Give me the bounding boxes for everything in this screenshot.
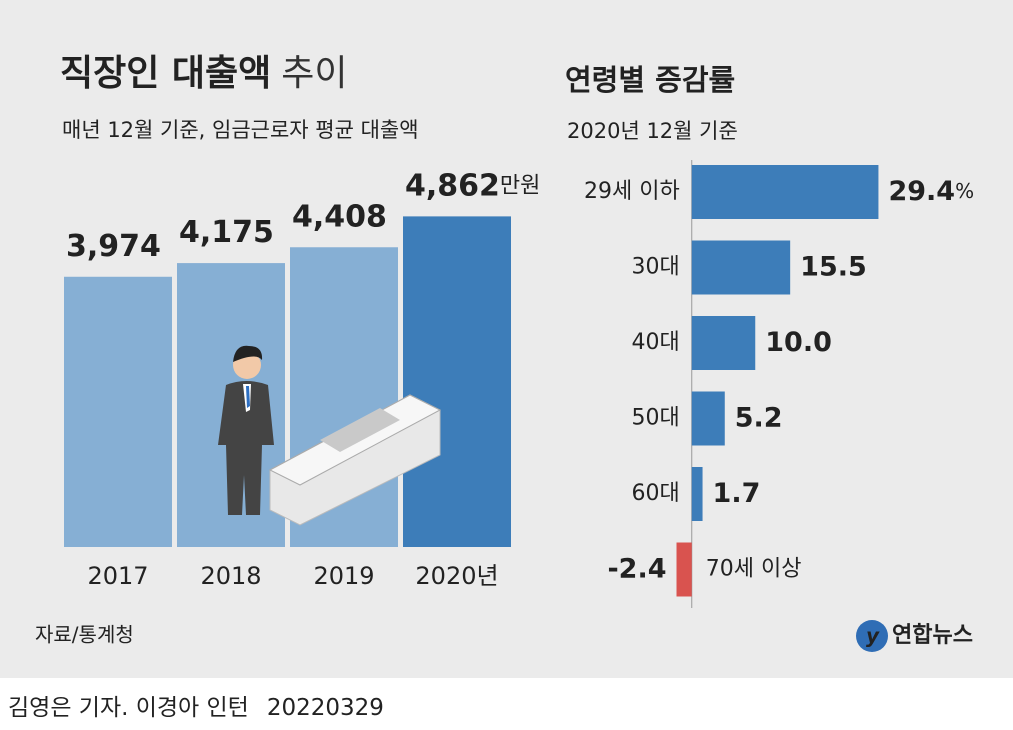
value-label: -2.4 bbox=[607, 553, 666, 584]
value-label-number: 29.4 bbox=[888, 176, 955, 207]
chart-subtitle: 2020년 12월 기준 bbox=[567, 119, 738, 143]
y-tick-label: 40대 bbox=[632, 330, 680, 355]
value-label: 4,175 bbox=[179, 215, 274, 250]
title-main: 직장인 대출액 bbox=[60, 53, 271, 94]
bar bbox=[64, 276, 172, 547]
person-body bbox=[218, 381, 274, 515]
value-label-number: -2.4 bbox=[607, 553, 666, 584]
bar bbox=[691, 391, 725, 446]
chart-title: 연령별 증감률 bbox=[565, 63, 735, 97]
value-label-number: 15.5 bbox=[800, 251, 867, 282]
chart-title: 직장인 대출액 추이 bbox=[60, 53, 348, 94]
logo: y 연합뉴스 bbox=[856, 620, 973, 652]
x-tick-label: 2020년 bbox=[415, 562, 498, 590]
credit-name: 김영은 기자. 이경아 인턴 bbox=[8, 695, 249, 721]
value-label-number: 10.0 bbox=[765, 327, 832, 358]
value-label: 5.2 bbox=[735, 402, 783, 433]
value-label: 29.4% bbox=[888, 176, 974, 207]
x-tick-label: 2018 bbox=[200, 562, 261, 590]
value-unit: 만원 bbox=[500, 173, 540, 198]
x-tick-label: 2017 bbox=[87, 562, 148, 590]
value-label: 1.7 bbox=[713, 478, 761, 509]
value-label: 10.0 bbox=[765, 327, 832, 358]
x-tick-label: 2019 bbox=[313, 562, 374, 590]
value-unit: % bbox=[955, 179, 974, 203]
value-label: 4,862만원 bbox=[405, 168, 540, 203]
value-label-number: 4,175 bbox=[179, 215, 274, 250]
footer-background bbox=[0, 678, 1013, 730]
date: 20220329 bbox=[267, 695, 384, 721]
bar bbox=[691, 467, 703, 521]
bar bbox=[691, 316, 756, 370]
bar bbox=[403, 216, 511, 547]
value-label: 3,974 bbox=[66, 228, 161, 263]
bar bbox=[691, 240, 791, 295]
value-label-number: 1.7 bbox=[713, 478, 761, 509]
credit: 김영은 기자. 이경아 인턴 20220329 bbox=[8, 695, 384, 721]
value-label-number: 4,862 bbox=[405, 168, 500, 203]
y-tick-label: 70세 이상 bbox=[706, 557, 802, 582]
value-label-number: 4,408 bbox=[292, 199, 387, 234]
value-label-number: 5.2 bbox=[735, 402, 783, 433]
y-tick-label: 50대 bbox=[632, 406, 680, 431]
y-tick-label: 29세 이하 bbox=[584, 179, 680, 204]
logo-text: 연합뉴스 bbox=[892, 622, 973, 648]
illustration bbox=[218, 345, 442, 526]
value-label: 15.5 bbox=[800, 251, 867, 282]
logo-icon bbox=[856, 620, 888, 652]
person-tie bbox=[246, 386, 250, 408]
bar bbox=[676, 542, 692, 597]
value-label-number: 3,974 bbox=[66, 228, 161, 263]
source: 자료/통계청 bbox=[35, 623, 134, 647]
title-extra: 추이 bbox=[281, 53, 347, 94]
y-tick-label: 60대 bbox=[632, 481, 680, 506]
y-tick-label: 30대 bbox=[632, 255, 680, 280]
bar bbox=[691, 165, 879, 219]
chart-subtitle: 매년 12월 기준, 임금근로자 평균 대출액 bbox=[62, 118, 419, 142]
money-print bbox=[320, 408, 400, 452]
person-hair bbox=[233, 345, 263, 362]
value-label: 4,408 bbox=[292, 199, 387, 234]
logo-mark: y bbox=[866, 624, 880, 648]
